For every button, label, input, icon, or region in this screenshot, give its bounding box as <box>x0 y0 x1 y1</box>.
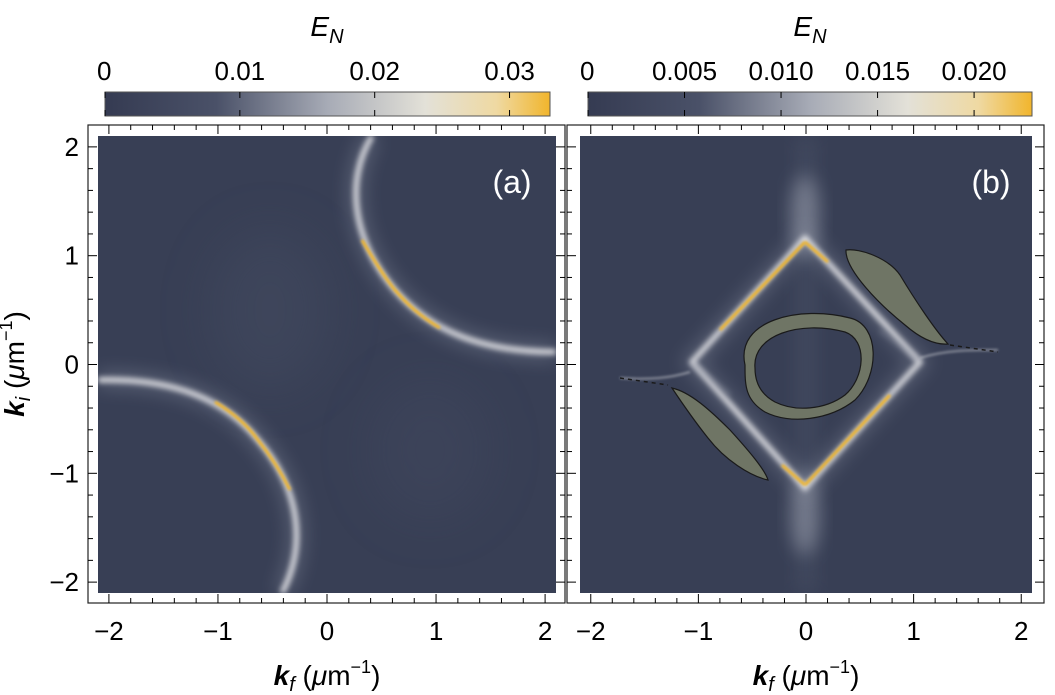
diamond-peak-bottom-left <box>781 463 806 487</box>
x-tick-label: −1 <box>203 616 233 646</box>
colorbar-tick-label: 0.020 <box>942 56 1007 86</box>
x-axis-title-a: kf (μm−1) <box>274 657 381 695</box>
axis-ticks-a: −2 −1 0 1 2 −2 −1 0 1 2 <box>49 125 565 646</box>
colorbar-tick-label: 0.005 <box>652 56 717 86</box>
colorbar-b-title-sub: N <box>812 26 827 48</box>
x-tick-label: −1 <box>684 616 714 646</box>
colorbar-a-title-base: E <box>310 11 329 42</box>
heatmap-a-features <box>98 136 556 593</box>
colorbar-a <box>104 91 551 117</box>
x-tick-label: 2 <box>538 616 552 646</box>
colorbar-b-title-base: E <box>793 11 812 42</box>
colorbar-tick-label: 0.01 <box>215 56 266 86</box>
diamond-peak-upper-left <box>718 240 807 332</box>
x-tick-label: 0 <box>799 616 813 646</box>
colorbar-tick-label: 0.02 <box>349 56 400 86</box>
axis-ticks-b: −2 −1 0 1 2 <box>567 125 1044 646</box>
x-tick-label: 0 <box>320 616 334 646</box>
y-tick-label: −1 <box>49 458 79 488</box>
y-tick-label: −2 <box>49 567 79 597</box>
lens-lower-left <box>670 387 769 481</box>
colorbar-a-ticks: 0 0.01 0.02 0.03 <box>97 56 535 116</box>
panel-a-label: (a) <box>492 164 531 200</box>
colorbar-b-ticks: 0 0.005 0.010 0.015 0.020 <box>580 56 1007 116</box>
x-tick-label: 1 <box>429 616 443 646</box>
lens-upper-right <box>845 249 950 345</box>
colorbar-tick-label: 0.015 <box>845 56 910 86</box>
x-axis-title-b: kf (μm−1) <box>753 657 860 695</box>
colorbar-b <box>587 91 1033 117</box>
x-tick-label: 2 <box>1014 616 1028 646</box>
y-tick-label: 2 <box>65 132 79 162</box>
panel-b: EN 0 0.005 0.010 0.015 0.020 <box>566 11 1045 695</box>
colorbar-tick-label: 0.010 <box>749 56 814 86</box>
colorbar-a-title-sub: N <box>329 26 344 48</box>
y-tick-label: 1 <box>65 241 79 271</box>
heatmap-b-features <box>580 136 1032 593</box>
panel-a: EN 0 0.01 0.02 0.03 (a) −2 −1 0 1 2 −2 −1 0 1 2 ki (… <box>0 11 566 695</box>
colorbar-tick-label: 0.03 <box>484 56 535 86</box>
diamond-peak-lower-right <box>803 393 892 487</box>
x-tick-label: −2 <box>576 616 606 646</box>
colorbar-a-title: EN <box>310 11 344 48</box>
x-tick-label: −2 <box>94 616 124 646</box>
arc-upper-right-peak <box>360 239 441 330</box>
arc-lower-left-peak <box>214 400 292 491</box>
panel-b-label: (b) <box>971 164 1010 200</box>
x-tick-label: 1 <box>906 616 920 646</box>
y-axis-title: ki (μm−1) <box>0 311 35 417</box>
y-tick-label: 0 <box>65 350 79 380</box>
ring-region <box>743 312 874 420</box>
colorbar-tick-label: 0 <box>580 56 594 86</box>
colorbar-tick-label: 0 <box>97 56 111 86</box>
diamond-peak-top-right <box>804 240 829 264</box>
colorbar-b-title: EN <box>793 11 827 48</box>
